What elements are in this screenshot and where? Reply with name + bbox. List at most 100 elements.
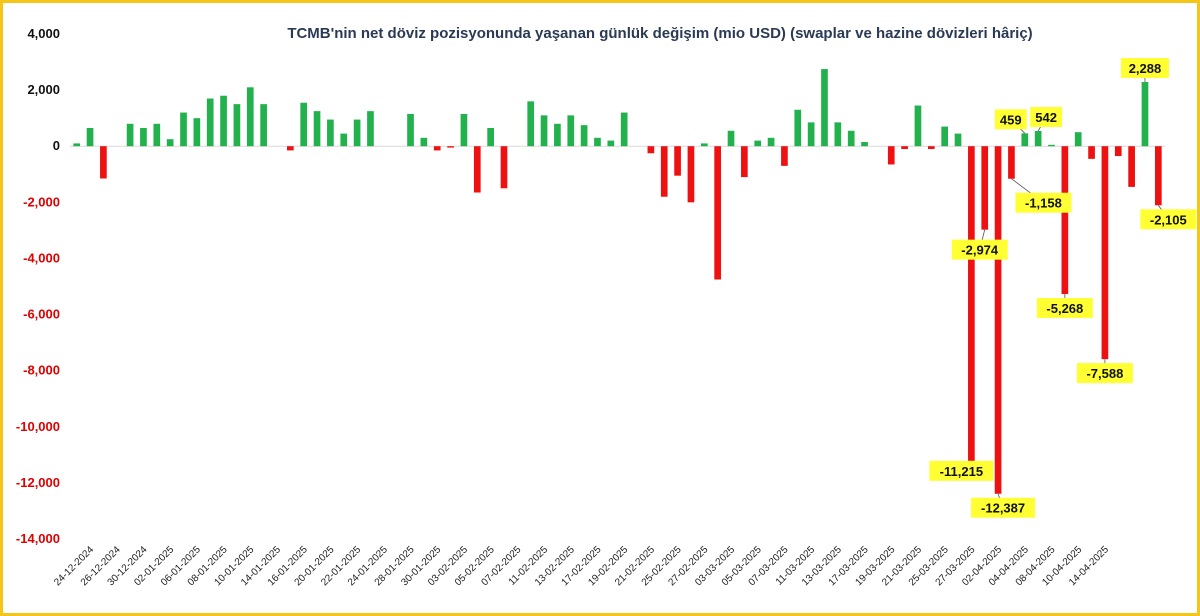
- data-labels: -11,215 -2,974 -12,387 -1,158 459 542 -5,268 -7…: [929, 58, 1197, 518]
- y-tick-label: -2,000: [23, 194, 60, 209]
- bar: [927, 146, 935, 150]
- bar: [527, 101, 535, 147]
- x-axis: 24-12-202426-12-202430-12-202402-01-2025…: [52, 544, 1111, 588]
- bar: [500, 146, 508, 189]
- bar: [1008, 146, 1015, 179]
- bar: [794, 109, 802, 147]
- y-tick-label: -6,000: [23, 307, 60, 322]
- bar: [807, 122, 815, 147]
- y-tick-label: -12,000: [16, 475, 60, 490]
- bar: [714, 146, 721, 280]
- bar: [647, 146, 655, 154]
- bar: [433, 146, 441, 151]
- svg-text:-12,387: -12,387: [981, 501, 1025, 516]
- data-label: -2,105: [1140, 205, 1197, 230]
- bar: [660, 146, 668, 197]
- y-tick-label: -14,000: [16, 531, 60, 546]
- bar: [313, 111, 321, 147]
- bar: [1154, 146, 1162, 206]
- bar: [353, 119, 361, 147]
- bars: [70, 69, 1165, 494]
- bar: [206, 98, 214, 147]
- bar: [220, 95, 227, 147]
- bar: [327, 119, 334, 147]
- bar: [1074, 132, 1082, 147]
- bar: [594, 137, 601, 147]
- bar: [1048, 144, 1055, 147]
- bar: [73, 143, 81, 147]
- data-label: -11,215: [929, 460, 994, 481]
- svg-text:542: 542: [1035, 110, 1057, 125]
- y-tick-label: 2,000: [27, 82, 60, 97]
- bar: [340, 133, 348, 147]
- bar: [687, 146, 695, 203]
- data-label: -5,268: [1036, 294, 1093, 319]
- svg-text:459: 459: [1000, 112, 1022, 127]
- data-label: -12,387: [971, 493, 1036, 518]
- bar: [821, 69, 828, 147]
- data-label: 2,288: [1120, 58, 1169, 83]
- bar: [781, 146, 788, 166]
- bar: [407, 113, 414, 147]
- bar: [994, 146, 1002, 494]
- data-label: 459: [994, 109, 1027, 134]
- bar: [914, 105, 922, 147]
- bar: [540, 115, 548, 147]
- svg-text:-5,268: -5,268: [1046, 301, 1083, 316]
- svg-text:-2,105: -2,105: [1150, 212, 1187, 227]
- y-tick-label: -8,000: [23, 363, 60, 378]
- bar: [700, 143, 708, 147]
- y-tick-label: -10,000: [16, 419, 60, 434]
- bar: [754, 140, 762, 147]
- bar: [941, 126, 949, 147]
- bar: [554, 123, 561, 147]
- y-tick-label: -4,000: [23, 250, 60, 265]
- bar: [86, 127, 94, 147]
- bar: [620, 112, 628, 147]
- bar: [901, 146, 908, 150]
- bar: [767, 137, 775, 147]
- y-tick-label: 4,000: [27, 26, 60, 41]
- bar: [460, 113, 468, 147]
- bar: [954, 133, 962, 147]
- bar: [260, 104, 267, 147]
- bar: [887, 146, 895, 165]
- bar: [233, 104, 241, 147]
- bar: [100, 146, 107, 179]
- bar: [861, 142, 868, 147]
- bar: [607, 140, 615, 147]
- bar: [968, 146, 975, 461]
- bar: [193, 118, 201, 147]
- data-label: -1,158: [1011, 178, 1072, 213]
- bar: [1021, 133, 1029, 147]
- bar: [473, 146, 481, 193]
- svg-text:-1,158: -1,158: [1025, 196, 1062, 211]
- svg-text:2,288: 2,288: [1129, 61, 1162, 76]
- bar: [1061, 146, 1069, 295]
- data-label: -2,974: [951, 229, 1008, 260]
- y-axis: 4,000 2,000 0 -2,000 -4,000 -6,000 -8,000 -10,0…: [16, 26, 60, 546]
- svg-text:-7,588: -7,588: [1086, 366, 1123, 381]
- bar: [180, 112, 187, 147]
- bar: [246, 87, 254, 147]
- bar: [580, 125, 588, 147]
- bar: [567, 115, 575, 147]
- bar: [420, 137, 428, 147]
- bar: [1088, 146, 1095, 159]
- bar: [847, 130, 855, 147]
- bar: [1101, 146, 1109, 360]
- bar: [126, 123, 134, 147]
- bar: [140, 127, 147, 147]
- bar: [1141, 82, 1149, 147]
- bar: [674, 146, 681, 176]
- bar: [166, 139, 174, 147]
- svg-text:-11,215: -11,215: [940, 464, 983, 479]
- bar: [727, 130, 735, 147]
- bar: [834, 122, 842, 147]
- bar: [1034, 131, 1042, 147]
- bar: [286, 146, 294, 151]
- bar: [447, 146, 454, 148]
- bar: [741, 146, 748, 178]
- data-label: -7,588: [1076, 359, 1133, 384]
